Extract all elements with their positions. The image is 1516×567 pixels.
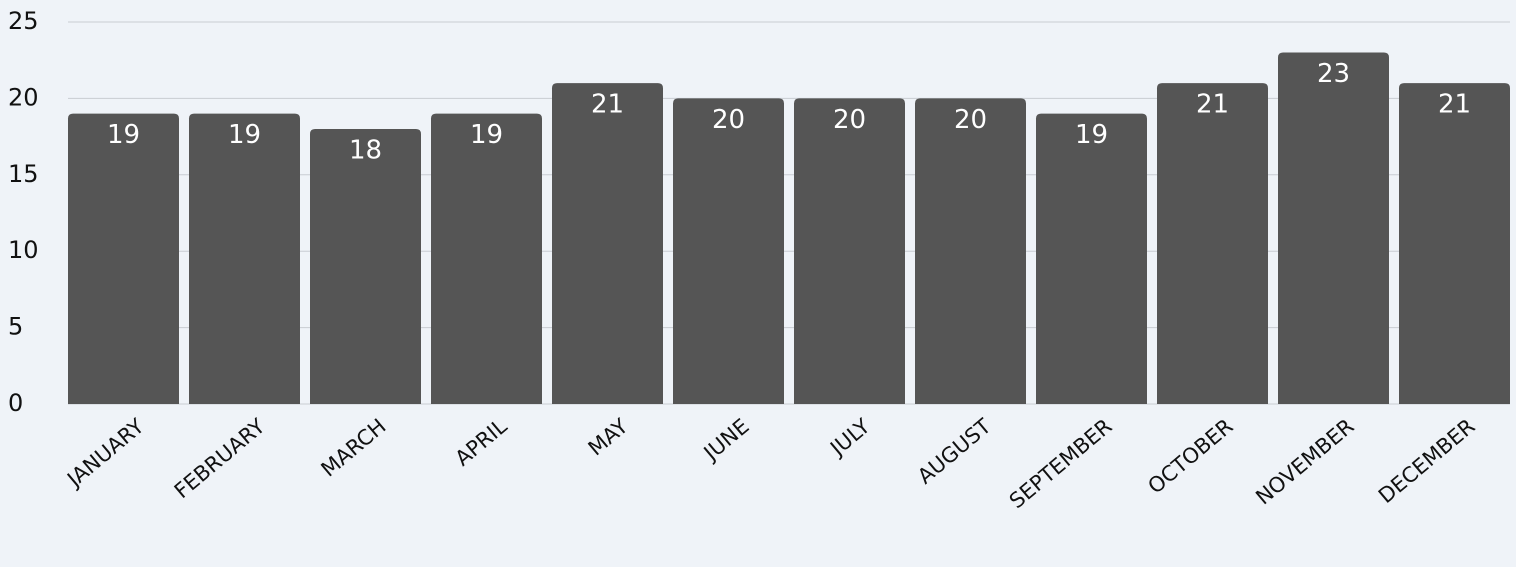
value-label: 21: [591, 90, 624, 120]
x-tick-label: SEPTEMBER: [1005, 414, 1117, 513]
x-tick-label: OCTOBER: [1143, 414, 1237, 498]
y-tick-label: 15: [8, 160, 39, 188]
bar: [915, 98, 1026, 405]
value-label: 21: [1438, 90, 1471, 120]
bar: [1157, 83, 1268, 405]
x-tick-label: MARCH: [317, 414, 391, 482]
value-label: 21: [1196, 90, 1229, 120]
x-tick-label: AUGUST: [913, 414, 996, 489]
x-tick-label: JANUARY: [61, 414, 148, 493]
value-label: 19: [470, 120, 503, 150]
y-tick-label: 10: [8, 236, 39, 264]
x-tick-label: JUNE: [698, 414, 754, 466]
value-label: 20: [712, 105, 745, 135]
bar: [673, 98, 784, 405]
x-tick-label: JULY: [824, 414, 874, 462]
x-tick-label: NOVEMBER: [1251, 414, 1358, 509]
bar: [310, 128, 421, 404]
value-label: 20: [833, 105, 866, 135]
value-label: 19: [1075, 120, 1108, 150]
bar: [794, 98, 905, 405]
bar: [1278, 52, 1389, 405]
y-tick-label: 0: [8, 389, 23, 417]
bar: [552, 83, 663, 405]
y-tick-label: 25: [8, 7, 39, 35]
value-label: 18: [349, 135, 382, 165]
bar: [1399, 83, 1510, 405]
bar: [189, 113, 300, 405]
bar: [68, 113, 179, 405]
bar: [431, 113, 542, 405]
value-label: 19: [107, 120, 140, 150]
x-tick-label: MAY: [584, 414, 633, 461]
value-label: 19: [228, 120, 261, 150]
value-label: 23: [1317, 59, 1350, 89]
value-label: 20: [954, 105, 987, 135]
x-tick-label: FEBRUARY: [170, 414, 270, 503]
y-tick-label: 20: [8, 83, 39, 111]
x-tick-label: APRIL: [451, 414, 512, 471]
y-tick-label: 5: [8, 313, 23, 341]
bar: [1036, 113, 1147, 405]
x-tick-label: DECEMBER: [1374, 414, 1480, 508]
